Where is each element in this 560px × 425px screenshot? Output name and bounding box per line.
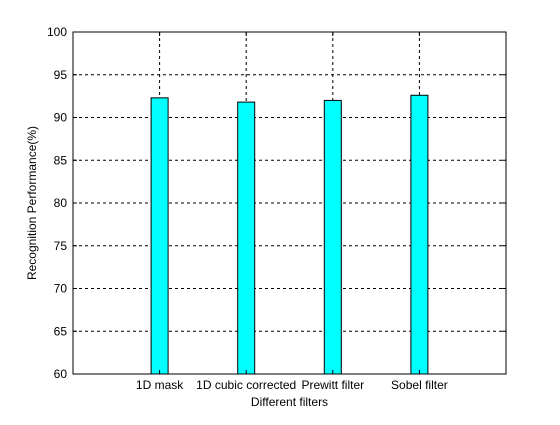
ticks-layer [73, 31, 506, 375]
y-tick-label: 80 [54, 196, 68, 210]
bar [150, 97, 169, 375]
x-tick-label: Prewitt filter [301, 378, 364, 392]
x-tick-label: 1D cubic corrected [196, 378, 296, 392]
y-tick-label: 75 [54, 239, 68, 253]
y-axis-title: Recognition Performance(%) [25, 126, 39, 280]
labels-layer: 60 65 70 75 80 85 90 95 100 1D mask 1D cubic corre… [47, 25, 448, 392]
x-tick-label: 1D mask [136, 378, 184, 392]
y-tick-label: 70 [54, 282, 68, 296]
y-tick-label: 100 [47, 25, 67, 39]
y-tick-label: 95 [54, 68, 68, 82]
y-tick-label: 60 [54, 367, 68, 381]
x-axis-title: Different filters [251, 395, 328, 409]
x-tick-label: Sobel filter [391, 378, 448, 392]
bar [410, 94, 429, 375]
y-tick-label: 85 [54, 153, 68, 167]
bar [323, 99, 342, 375]
y-tick-label: 65 [54, 324, 68, 338]
bar [237, 101, 256, 375]
y-tick-label: 90 [54, 111, 68, 125]
